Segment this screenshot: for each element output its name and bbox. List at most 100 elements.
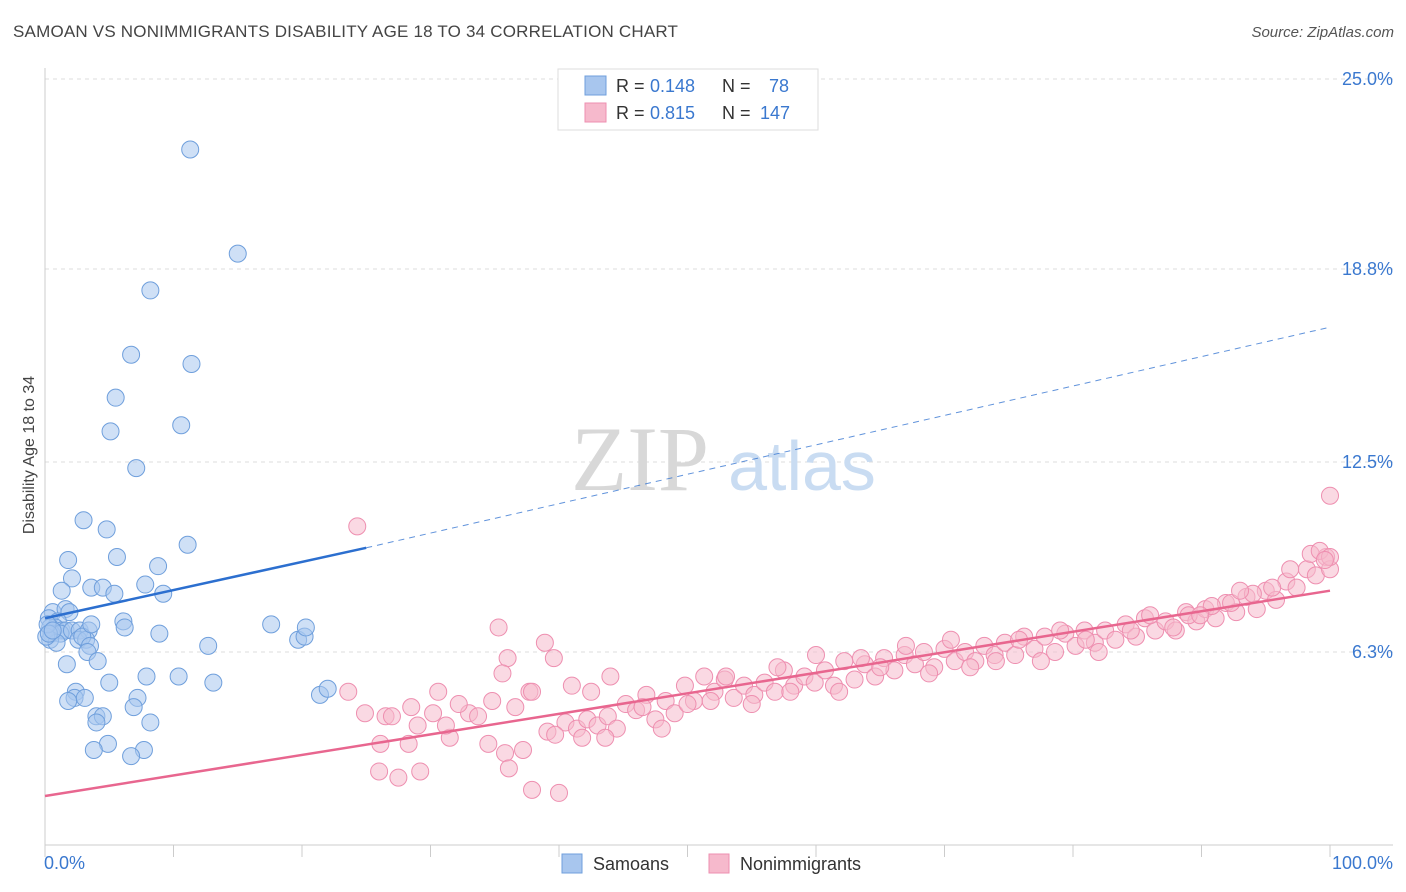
samoans-point — [57, 655, 76, 674]
legend-n-value-nonimmigrants: 147 — [760, 103, 790, 123]
nonimmigrants-point — [489, 618, 508, 637]
legend-bottom-nonimmigrants: Nonimmigrants — [740, 854, 861, 874]
nonimmigrants-point — [573, 728, 592, 747]
samoans-point — [181, 140, 200, 159]
nonimmigrants-point — [1164, 618, 1183, 637]
nonimmigrants-point — [339, 682, 358, 701]
nonimmigrants-point — [436, 716, 455, 735]
nonimmigrants-point — [678, 695, 697, 714]
samoans-point — [318, 679, 337, 698]
samoans-point — [178, 535, 197, 554]
nonimmigrants-point — [382, 707, 401, 726]
samoans-point — [137, 667, 156, 686]
samoans-point — [62, 569, 81, 588]
samoans-point — [141, 713, 160, 732]
samoans-points — [37, 140, 337, 766]
nonimmigrants-point — [742, 695, 761, 714]
samoans-point — [87, 713, 106, 732]
samoans-point — [262, 615, 281, 634]
nonimmigrants-point — [896, 636, 915, 655]
nonimmigrants-point — [1046, 642, 1065, 661]
samoans-point — [124, 698, 143, 717]
legend-bottom-swatch-samoans — [561, 853, 583, 874]
nonimmigrants-point — [424, 704, 443, 723]
nonimmigrants-point — [479, 734, 498, 753]
nonimmigrants-point — [523, 682, 542, 701]
nonimmigrants-point — [1051, 621, 1070, 640]
legend-r-label-samoans: R = — [616, 76, 645, 96]
nonimmigrants-point — [1089, 642, 1108, 661]
nonimmigrants-point — [514, 741, 533, 760]
legend-top-swatch-samoans — [584, 75, 607, 96]
samoans-point — [150, 624, 169, 643]
nonimmigrants-point — [483, 691, 502, 710]
chart-title: SAMOAN VS NONIMMIGRANTS DISABILITY AGE 1… — [13, 22, 679, 41]
samoans-trend-line — [44, 546, 367, 620]
samoans-point — [101, 422, 120, 441]
nonimmigrants-point — [411, 762, 430, 781]
nonimmigrants-point — [1315, 551, 1334, 570]
samoans-point — [127, 459, 146, 478]
samoans-point — [59, 691, 78, 710]
nonimmigrants-point — [701, 691, 720, 710]
samoans-point — [141, 281, 160, 300]
nonimmigrants-point — [1106, 630, 1125, 649]
nonimmigrants-point — [496, 744, 515, 763]
samoans-point — [122, 345, 141, 364]
legend-top: R = 0.148 N = 78 R = 0.815 N = 147 — [557, 68, 819, 131]
nonimmigrants-point — [598, 707, 617, 726]
samoans-point — [149, 557, 168, 576]
x-tick-label: 100.0% — [1332, 853, 1393, 873]
samoans-point — [97, 520, 116, 539]
axes: 6.3% 12.5% 18.8% 25.0% 0.0% 100.0% — [44, 68, 1393, 873]
samoans-point — [43, 621, 62, 640]
nonimmigrants-point — [493, 664, 512, 683]
nonimmigrants-point — [665, 704, 684, 723]
legend-bottom-samoans: Samoans — [593, 854, 669, 874]
grid-lines — [45, 78, 1393, 653]
nonimmigrants-point — [1287, 578, 1306, 597]
nonimmigrants-point — [781, 682, 800, 701]
samoans-point — [172, 416, 191, 435]
y-axis-label: Disability Age 18 to 34 — [21, 376, 38, 534]
nonimmigrants-point — [348, 517, 367, 536]
samoans-point — [105, 584, 124, 603]
legend-bottom-swatch-nonimmigrants — [708, 853, 730, 874]
nonimmigrants-point — [845, 670, 864, 689]
nonimmigrants-point — [550, 783, 568, 802]
samoans-point — [88, 652, 107, 671]
nonimmigrants-point — [582, 682, 601, 701]
nonimmigrants-point — [601, 667, 620, 686]
nonimmigrants-point — [914, 642, 933, 661]
samoans-point — [122, 747, 141, 766]
samoans-point — [199, 636, 218, 655]
nonimmigrants-point — [1321, 486, 1339, 505]
nonimmigrants-point — [506, 698, 525, 717]
nonimmigrants-point — [633, 698, 652, 717]
legend-n-value-samoans: 78 — [769, 76, 789, 96]
nonimmigrants-point — [1263, 578, 1282, 597]
samoans-point — [100, 673, 119, 692]
nonimmigrants-point — [961, 658, 980, 677]
nonimmigrants-point — [1076, 630, 1095, 649]
nonimmigrants-point — [986, 652, 1005, 671]
samoans-point — [74, 511, 93, 530]
nonimmigrants-point — [830, 682, 849, 701]
legend-r-value-nonimmigrants: 0.815 — [650, 103, 695, 123]
y-tick-label: 18.8% — [1342, 259, 1393, 279]
legend-bottom: Samoans Nonimmigrants — [561, 853, 861, 874]
nonimmigrants-point — [408, 716, 427, 735]
nonimmigrants-point — [765, 682, 784, 701]
nonimmigrants-point — [355, 704, 374, 723]
nonimmigrants-point — [1031, 652, 1050, 671]
samoans-point — [228, 244, 247, 263]
samoans-point — [59, 551, 78, 570]
samoans-point — [204, 673, 223, 692]
nonimmigrants-point — [389, 768, 408, 787]
source-label: Source: ZipAtlas.com — [1251, 24, 1394, 41]
samoans-point — [115, 618, 134, 637]
nonimmigrants-point — [941, 630, 960, 649]
watermark: ZIP atlas — [571, 408, 876, 510]
nonimmigrants-point — [498, 649, 517, 668]
